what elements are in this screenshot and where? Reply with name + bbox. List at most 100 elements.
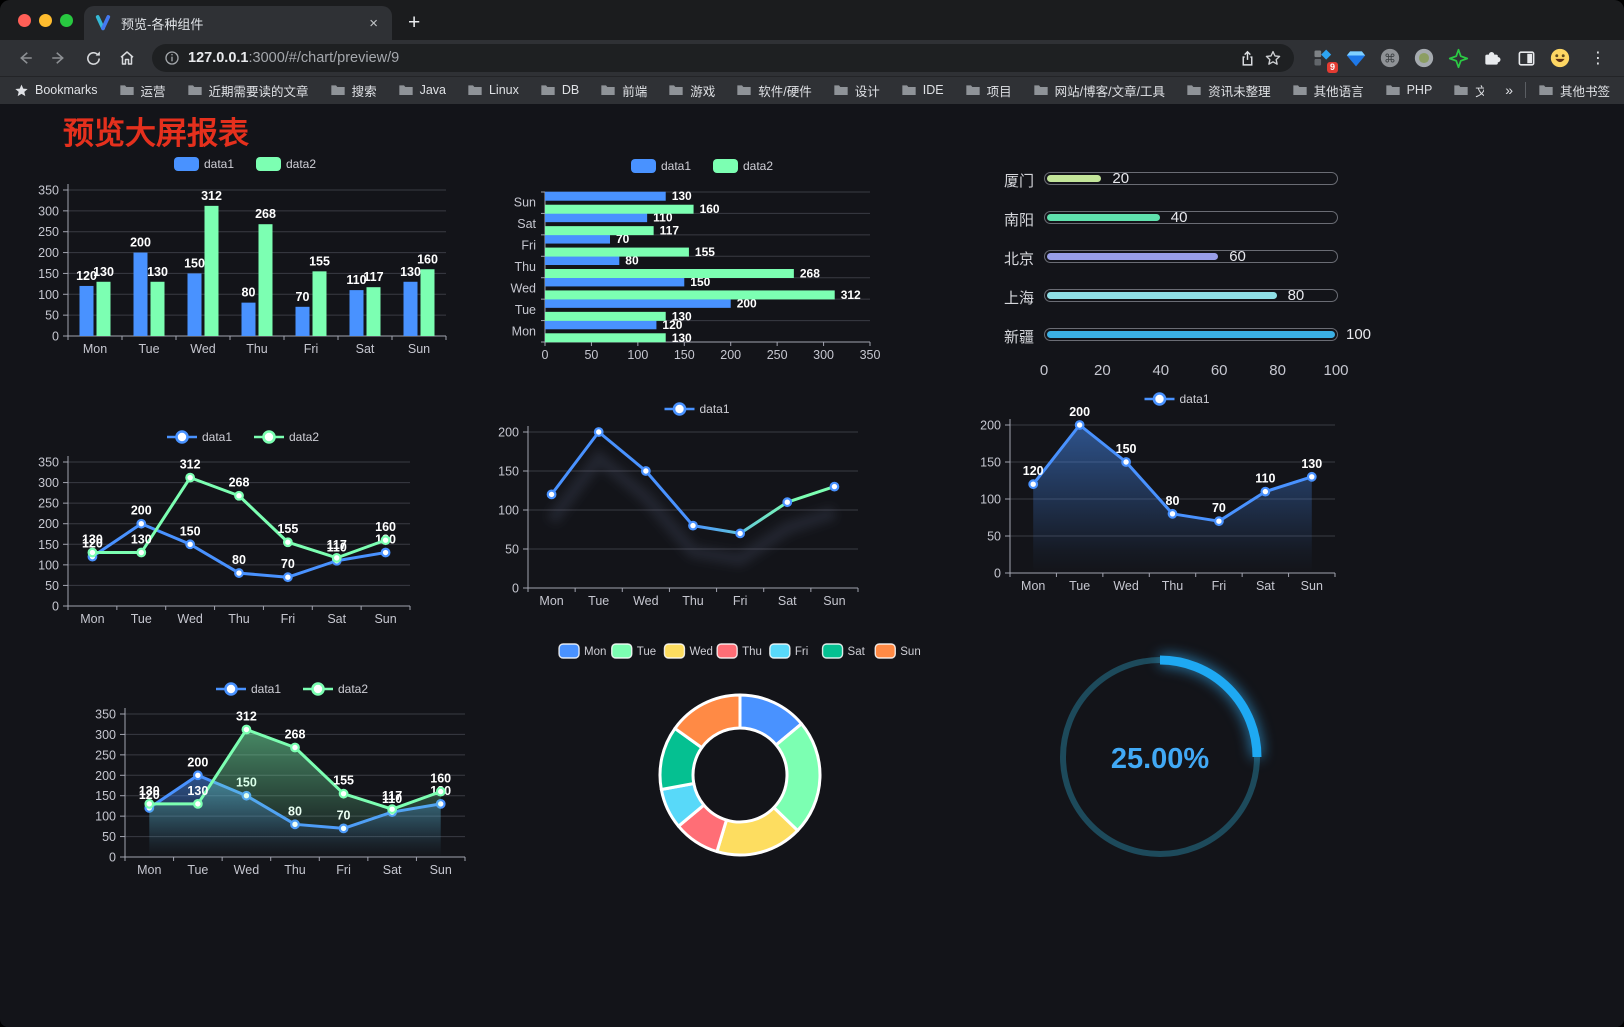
- svg-text:Thu: Thu: [284, 863, 306, 877]
- svg-text:Tue: Tue: [187, 863, 208, 877]
- forward-button[interactable]: [44, 44, 74, 72]
- url-host: 127.0.0.1: [188, 50, 249, 66]
- bookmark-folder[interactable]: 资讯未整理: [1186, 81, 1271, 100]
- bookmark-folder[interactable]: 网站/博客/文章/工具: [1033, 81, 1165, 100]
- bookmark-folder[interactable]: PHP: [1385, 83, 1432, 97]
- site-info-icon[interactable]: [164, 50, 180, 66]
- svg-text:155: 155: [695, 245, 715, 259]
- svg-text:200: 200: [980, 419, 1001, 433]
- emoji-extension-icon[interactable]: [1548, 46, 1572, 70]
- back-icon: [20, 52, 32, 64]
- svg-text:Sat: Sat: [778, 594, 797, 608]
- bookmark-folder[interactable]: DB: [540, 83, 579, 97]
- browser-menu-icon[interactable]: ⋮: [1590, 50, 1606, 67]
- bookmark-other-bookmarks[interactable]: 其他书签: [1538, 81, 1610, 100]
- svg-text:Sat: Sat: [517, 217, 536, 231]
- record-circle-extension-icon[interactable]: [1412, 46, 1436, 70]
- tab-close-icon[interactable]: ×: [369, 14, 378, 32]
- svg-text:Mon: Mon: [1021, 579, 1045, 593]
- svg-text:Wed: Wed: [633, 594, 659, 608]
- svg-text:Sun: Sun: [430, 863, 452, 877]
- svg-text:Fri: Fri: [281, 612, 296, 626]
- svg-text:130: 130: [93, 265, 114, 279]
- bookmark-folder[interactable]: 其他语言: [1292, 81, 1364, 100]
- bookmark-folder[interactable]: 近期需要读的文章: [187, 81, 309, 100]
- svg-text:Thu: Thu: [514, 260, 536, 274]
- window-close-button[interactable]: [18, 14, 31, 27]
- svg-text:Mon: Mon: [512, 324, 536, 338]
- browser-tab[interactable]: 预览-各种组件 ×: [84, 6, 392, 40]
- svg-text:data1: data1: [251, 682, 281, 696]
- bookmarks-right: » 其他书签: [1505, 81, 1610, 100]
- svg-text:data1: data1: [202, 430, 232, 444]
- new-tab-button[interactable]: +: [408, 11, 421, 34]
- svg-text:Sun: Sun: [823, 594, 845, 608]
- reload-button[interactable]: [78, 44, 108, 72]
- gem-extension-icon[interactable]: [1344, 46, 1368, 70]
- svg-text:Tue: Tue: [588, 594, 609, 608]
- svg-text:120: 120: [1023, 464, 1044, 478]
- svg-text:117: 117: [363, 270, 383, 284]
- command-circle-extension-icon[interactable]: ⌘: [1378, 46, 1402, 70]
- bookmark-folder[interactable]: IDE: [901, 83, 944, 97]
- window-fullscreen-button[interactable]: [60, 14, 73, 27]
- share-icon[interactable]: [1239, 50, 1256, 67]
- folder-icon: [601, 85, 615, 95]
- svg-text:110: 110: [327, 541, 347, 555]
- svg-text:155: 155: [277, 522, 298, 536]
- green-star-extension-icon[interactable]: [1446, 46, 1470, 70]
- url-bar[interactable]: 127.0.0.1:3000/#/chart/preview/9: [152, 44, 1294, 72]
- bookmark-folder[interactable]: 搜索: [330, 81, 377, 100]
- back-button[interactable]: [10, 44, 40, 72]
- bookmark-folder[interactable]: 文件服务器: [1453, 81, 1484, 100]
- svg-text:Wed: Wed: [1113, 579, 1139, 593]
- puzzle-extensions-icon[interactable]: [1480, 46, 1504, 70]
- bookmark-folder[interactable]: 运营: [119, 81, 166, 100]
- home-button[interactable]: [112, 44, 142, 72]
- svg-text:Mon: Mon: [137, 863, 161, 877]
- svg-text:160: 160: [417, 252, 438, 266]
- svg-text:300: 300: [813, 348, 834, 362]
- bookmarks-overflow-button[interactable]: »: [1505, 82, 1513, 98]
- extension-grid-icon[interactable]: 9: [1310, 46, 1338, 73]
- browser-toolbar: 127.0.0.1:3000/#/chart/preview/9 9: [0, 40, 1624, 76]
- tab-strip: 预览-各种组件 × +: [0, 0, 1624, 40]
- chart-line-dual: data1 data2 0 50 100 150 200 250 300 350 Mon Tue Wed…: [36, 420, 456, 635]
- progress-axis: 0 20 40 60 80 100: [1039, 362, 1349, 379]
- svg-text:80: 80: [625, 254, 639, 268]
- folder-icon: [541, 85, 555, 95]
- svg-text:130: 130: [82, 533, 103, 547]
- folder-icon: [1292, 85, 1307, 95]
- svg-text:Mon: Mon: [80, 612, 104, 626]
- bookmark-star-icon[interactable]: [1264, 49, 1282, 67]
- bookmark-folder[interactable]: 项目: [965, 81, 1012, 100]
- svg-text:155: 155: [333, 774, 354, 788]
- svg-text:312: 312: [201, 189, 222, 203]
- svg-text:130: 130: [672, 189, 692, 203]
- svg-text:100: 100: [38, 288, 59, 302]
- bookmark-folder[interactable]: Java: [398, 83, 446, 97]
- svg-text:data2: data2: [743, 159, 773, 173]
- svg-text:50: 50: [987, 530, 1001, 544]
- bookmark-folder[interactable]: 软件/硬件: [736, 81, 812, 100]
- bookmark-bookmarks[interactable]: Bookmarks: [14, 83, 98, 98]
- url-path: :3000/#/chart/preview/9: [248, 50, 400, 66]
- bookmarks-bar: Bookmarks 运营 近期需要读的文章 搜索 Java Linux DB 前端 游戏 软件/…: [0, 76, 1624, 104]
- svg-text:200: 200: [1069, 405, 1090, 419]
- extensions-area: 9 ⌘: [1304, 46, 1578, 73]
- bookmark-folder[interactable]: 前端: [600, 81, 647, 100]
- folder-icon: [330, 85, 345, 95]
- window-minimize-button[interactable]: [39, 14, 52, 27]
- bookmark-folder[interactable]: Linux: [467, 83, 519, 97]
- svg-text:150: 150: [184, 256, 205, 270]
- bookmark-folder[interactable]: 游戏: [668, 81, 715, 100]
- svg-text:50: 50: [45, 309, 59, 323]
- chart-area-dual: data1 data2 0 50 100 150 200 250 300 350 Mon Tue Wed…: [85, 672, 505, 887]
- svg-text:200: 200: [130, 236, 151, 250]
- bookmark-folder[interactable]: 设计: [833, 81, 880, 100]
- split-square-extension-icon[interactable]: [1514, 46, 1538, 70]
- svg-text:Wed: Wed: [234, 863, 260, 877]
- svg-text:250: 250: [95, 748, 116, 762]
- svg-text:350: 350: [38, 184, 59, 198]
